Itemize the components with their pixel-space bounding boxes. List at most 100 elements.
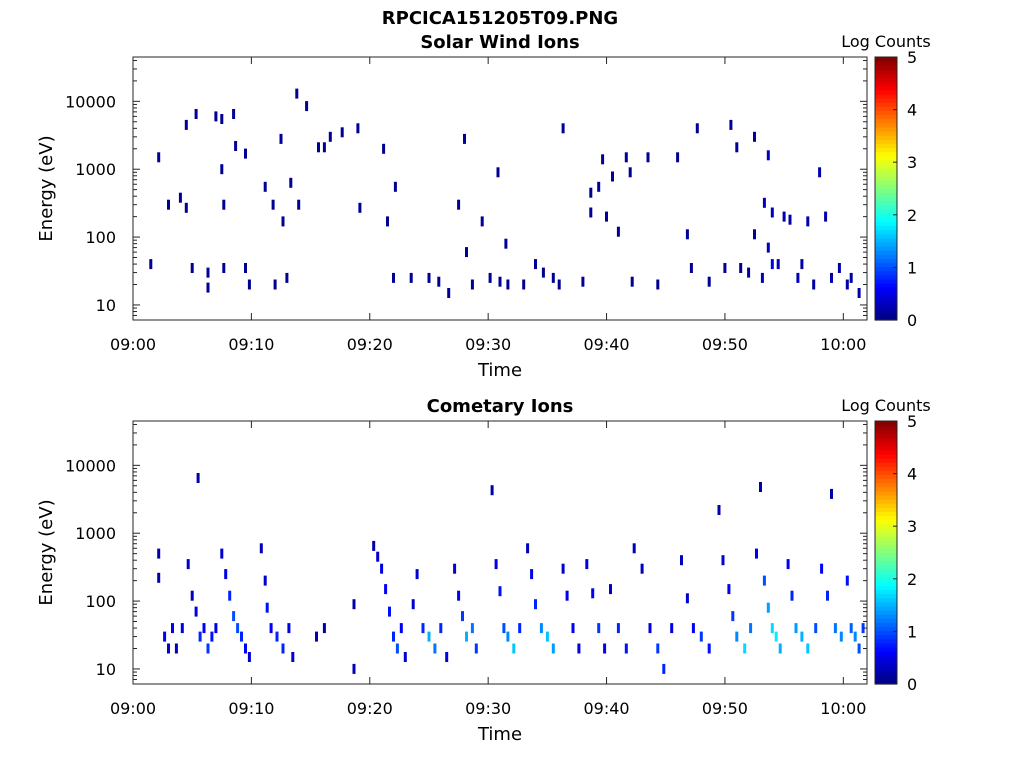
data-cell (691, 623, 695, 634)
panel-title: Cometary Ions (427, 396, 574, 417)
data-cell (820, 563, 824, 574)
data-cell (275, 631, 279, 642)
data-cell (735, 142, 739, 153)
data-cell (498, 276, 502, 287)
colorbar-segment (875, 77, 897, 83)
colorbar-segment (875, 515, 897, 521)
data-cell (796, 272, 800, 283)
data-cell (465, 631, 468, 642)
data-cell (206, 643, 210, 654)
colorbar-segment (875, 295, 897, 301)
data-cell (174, 643, 178, 654)
data-cell (470, 623, 474, 634)
colorbar-segment (875, 204, 897, 210)
data-cell (224, 569, 228, 580)
colorbar-segment (875, 176, 897, 181)
data-cell (220, 164, 224, 175)
x-tick-label: 09:10 (228, 699, 274, 718)
data-cell (228, 590, 232, 601)
colorbar-segment (875, 437, 897, 443)
data-cell (597, 623, 601, 634)
data-cell (818, 167, 822, 178)
data-cell (427, 272, 431, 283)
colorbar-segment (875, 118, 897, 124)
data-cell (830, 488, 833, 499)
data-cell (433, 643, 437, 654)
data-cell (184, 202, 188, 213)
colorbar-segment (875, 651, 897, 656)
data-cell (384, 584, 388, 595)
colorbar-segment (875, 270, 897, 276)
data-cell (190, 590, 194, 601)
y-tick-label: 100 (85, 228, 116, 247)
data-cell (279, 133, 283, 144)
colorbar-segment (875, 266, 897, 272)
colorbar-segment (875, 667, 897, 673)
colorbar-segment (875, 209, 897, 214)
data-cell (167, 643, 170, 654)
colorbar-segment (875, 172, 897, 177)
cometary-ions-panel: Cometary Ions 09:00 09:10 09:20 09:30 09:40 09… (36, 396, 931, 745)
data-cell (244, 148, 247, 159)
data-cell (157, 152, 161, 163)
x-tick-label: 09:00 (110, 699, 156, 718)
data-cell (545, 631, 549, 642)
data-cell (551, 272, 555, 283)
data-cell (577, 643, 581, 654)
y-axis-label: Energy (eV) (36, 135, 57, 241)
data-cell (648, 623, 652, 634)
data-cell (490, 485, 494, 496)
colorbar-tick-label: 2 (907, 570, 917, 589)
data-cell (800, 259, 804, 270)
colorbar-segment (875, 225, 897, 231)
colorbar-label: Log Counts (841, 32, 931, 51)
data-cell (411, 599, 415, 610)
data-cell (685, 229, 689, 240)
data-cell (206, 267, 210, 278)
colorbar-segment (875, 93, 897, 99)
data-cell (824, 211, 828, 222)
data-cell (707, 643, 711, 654)
data-cell (198, 631, 202, 642)
data-cell (232, 109, 236, 119)
data-cell (585, 559, 589, 570)
data-cell (232, 611, 236, 622)
colorbar-segment (875, 536, 897, 541)
data-cell (857, 288, 861, 298)
data-cell (457, 590, 461, 601)
x-tick-label: 09:30 (465, 335, 511, 354)
colorbar-segment (875, 147, 897, 153)
data-cell (534, 259, 537, 270)
data-cell (180, 623, 184, 634)
data-cell (392, 272, 395, 283)
data-cell (571, 623, 575, 634)
data-cell (157, 548, 161, 559)
data-cell (498, 586, 502, 597)
data-cell (753, 131, 756, 142)
data-cell (494, 559, 498, 570)
colorbar-segment (875, 433, 897, 439)
data-cell (589, 187, 593, 198)
data-cell (717, 505, 721, 515)
data-cell (358, 202, 362, 213)
colorbar-segment (875, 675, 897, 681)
data-cell (721, 555, 725, 566)
data-cell (788, 214, 792, 225)
data-cell (857, 643, 861, 654)
colorbar-segment (875, 237, 897, 243)
data-cell (380, 563, 384, 574)
data-cell (386, 216, 389, 227)
data-cell (551, 643, 555, 654)
data-cell (814, 623, 818, 634)
data-cell (474, 643, 478, 654)
y-tick-label: 10000 (65, 456, 116, 475)
data-cell (849, 272, 853, 283)
data-cell (356, 123, 360, 134)
data-cell (581, 276, 585, 287)
data-cell (502, 623, 506, 634)
data-cell (541, 267, 545, 278)
data-cell (457, 199, 461, 210)
data-cell (839, 631, 843, 642)
